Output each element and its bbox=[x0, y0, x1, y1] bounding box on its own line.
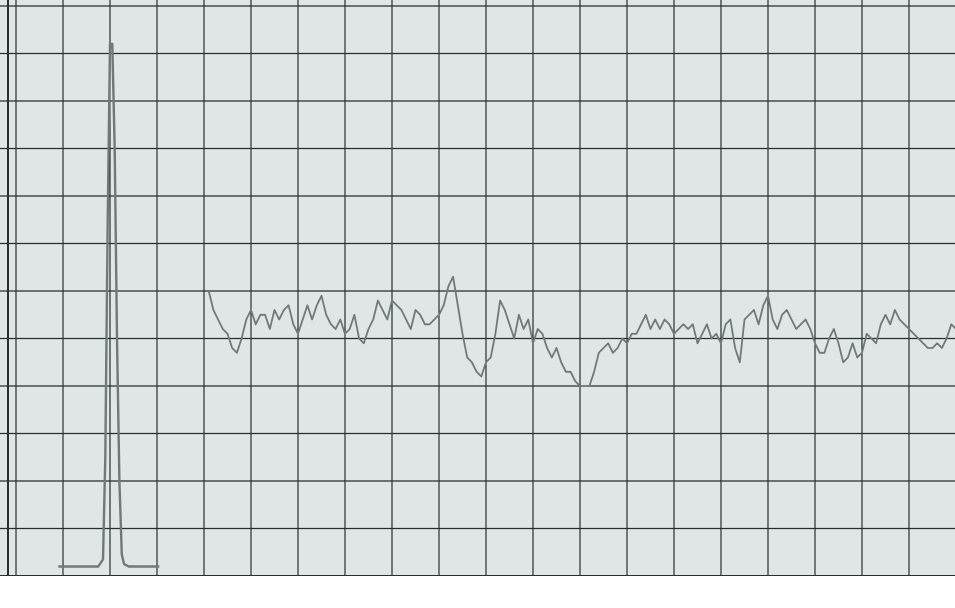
trace-line-2 bbox=[207, 275, 955, 387]
plot-background bbox=[0, 0, 955, 576]
annotation-band bbox=[0, 576, 955, 608]
series-layer bbox=[58, 42, 955, 568]
trace-line-1 bbox=[58, 42, 160, 568]
grid-lines bbox=[0, 0, 955, 577]
